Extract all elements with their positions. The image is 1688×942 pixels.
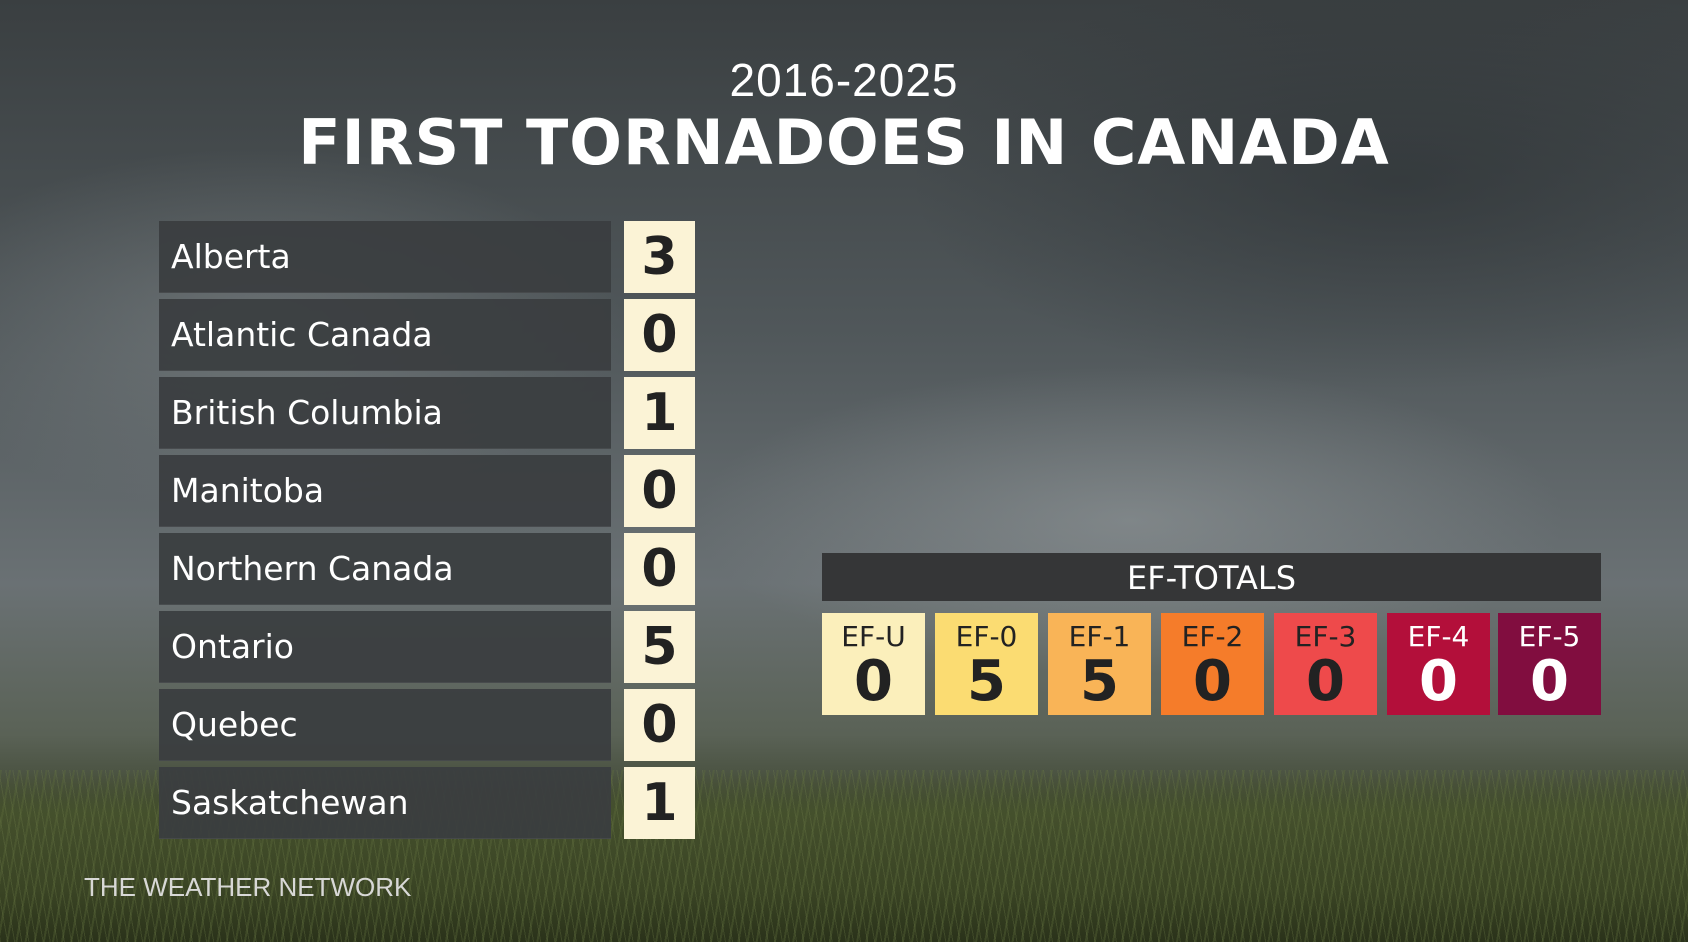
region-name: Quebec: [159, 689, 611, 761]
ef-value: 5: [1080, 649, 1119, 714]
ef-value: 0: [854, 649, 893, 714]
years-subtitle: 2016-2025: [729, 54, 959, 106]
ef-totals-panel: EF-TOTALS EF-U 0 EF-0 5 EF-1 5 EF-2 0 EF…: [822, 553, 1601, 715]
region-name: Atlantic Canada: [159, 299, 611, 371]
ef-totals-title: EF-TOTALS: [822, 553, 1601, 601]
region-count: 0: [624, 533, 695, 605]
page-title: FIRST TORNADOES IN CANADA: [298, 106, 1390, 179]
ef-box: EF-0 5: [935, 613, 1038, 715]
ef-value: 0: [1193, 649, 1232, 714]
region-name: Northern Canada: [159, 533, 611, 605]
brand-logo-text: THE WEATHER NETWORK: [84, 872, 412, 902]
ef-value: 0: [1419, 649, 1458, 714]
ef-value: 5: [967, 649, 1006, 714]
ef-label: EF-1: [1068, 620, 1131, 653]
region-count: 1: [624, 767, 695, 839]
ef-value: 0: [1306, 649, 1345, 714]
region-count: 0: [624, 689, 695, 761]
ef-box: EF-2 0: [1161, 613, 1264, 715]
ef-label: EF-3: [1294, 620, 1357, 653]
region-name: Saskatchewan: [159, 767, 611, 839]
region-name: Ontario: [159, 611, 611, 683]
header: 2016-2025 FIRST TORNADOES IN CANADA: [0, 52, 1688, 178]
region-name: British Columbia: [159, 377, 611, 449]
region-name: Alberta: [159, 221, 611, 293]
ef-boxes-row: EF-U 0 EF-0 5 EF-1 5 EF-2 0 EF-3 0 EF-4 …: [822, 613, 1601, 715]
ef-label: EF-5: [1518, 620, 1581, 653]
region-name: Manitoba: [159, 455, 611, 527]
ef-box: EF-4 0: [1387, 613, 1490, 715]
region-count: 1: [624, 377, 695, 449]
ef-box: EF-1 5: [1048, 613, 1151, 715]
ef-value: 0: [1530, 649, 1569, 714]
region-count: 3: [624, 221, 695, 293]
region-count: 0: [624, 455, 695, 527]
ef-label: EF-2: [1181, 620, 1244, 653]
ef-label: EF-0: [955, 620, 1018, 653]
ef-label: EF-U: [841, 620, 906, 653]
ef-label: EF-4: [1407, 620, 1470, 653]
ef-box: EF-5 0: [1498, 613, 1601, 715]
region-count: 5: [624, 611, 695, 683]
region-count: 0: [624, 299, 695, 371]
ef-box: EF-3 0: [1274, 613, 1377, 715]
ef-box: EF-U 0: [822, 613, 925, 715]
